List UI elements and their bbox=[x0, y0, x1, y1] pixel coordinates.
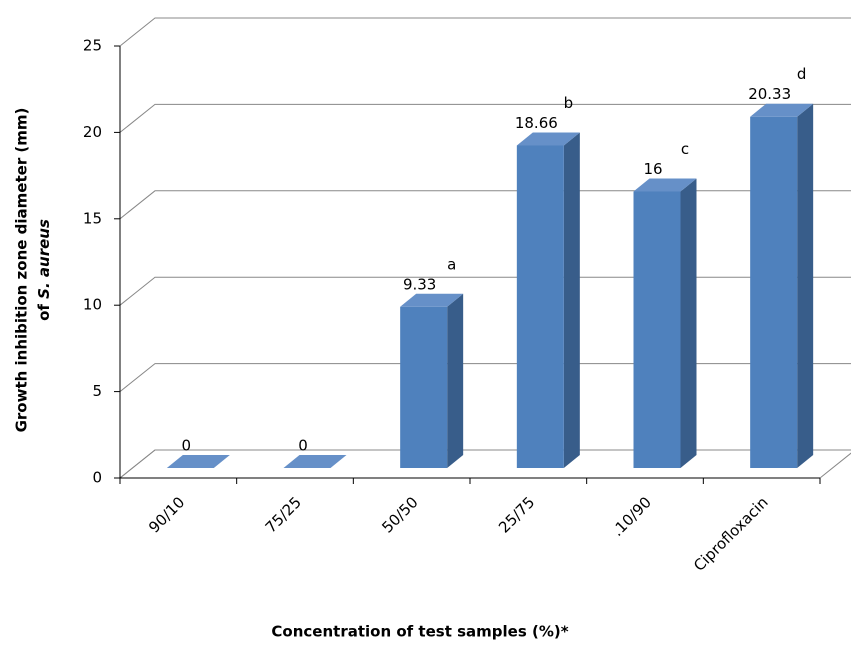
bar-side bbox=[680, 178, 697, 468]
grid-line bbox=[119, 190, 851, 220]
grid-line bbox=[119, 363, 851, 392]
value-label: 18.66 bbox=[515, 114, 558, 132]
value-label: 0 bbox=[182, 437, 192, 455]
y-axis-subtitle-prefix: of bbox=[35, 304, 53, 321]
x-tick-label: .10/90 bbox=[608, 493, 655, 540]
floor bbox=[118, 449, 851, 479]
y-tick-label: 20 bbox=[83, 123, 102, 141]
x-tick-label: Ciprofloxacin bbox=[690, 493, 772, 575]
annotation: c bbox=[681, 140, 689, 158]
annotation: d bbox=[797, 65, 807, 83]
bar-top bbox=[750, 103, 814, 117]
bar bbox=[283, 455, 347, 468]
annotation: b bbox=[564, 94, 574, 112]
y-tick-label: 0 bbox=[92, 469, 102, 487]
bar bbox=[166, 455, 230, 468]
y-tick-label: 5 bbox=[92, 382, 102, 400]
bar-side bbox=[797, 103, 814, 468]
bar-side bbox=[447, 293, 464, 468]
bar-top bbox=[400, 293, 464, 307]
value-label: 20.33 bbox=[748, 85, 791, 103]
y-axis-subtitle: of S. aureus bbox=[35, 219, 53, 321]
bar-top bbox=[283, 455, 347, 468]
annotation: a bbox=[447, 255, 456, 273]
bar bbox=[750, 103, 814, 468]
bar-front bbox=[750, 116, 798, 468]
bar-top bbox=[516, 132, 580, 146]
y-tick-label: 10 bbox=[83, 296, 102, 314]
bar-top bbox=[633, 178, 697, 192]
grid-line bbox=[119, 103, 851, 133]
bar bbox=[633, 178, 697, 468]
bar-front bbox=[516, 145, 564, 468]
value-label: 0 bbox=[298, 437, 308, 455]
bar-front bbox=[400, 306, 448, 468]
bar bbox=[400, 293, 464, 468]
y-axis-title: Growth inhibition zone diameter (mm) bbox=[13, 108, 31, 433]
x-tick-label: 90/10 bbox=[145, 493, 188, 536]
bar bbox=[516, 132, 580, 468]
grid-line bbox=[119, 17, 851, 47]
y-axis-species: S. aureus bbox=[35, 219, 53, 299]
bar-top bbox=[166, 455, 230, 468]
bar-side bbox=[563, 132, 580, 468]
y-tick-label: 15 bbox=[83, 209, 102, 227]
y-tick-label: 25 bbox=[83, 37, 102, 55]
x-axis-title: Concentration of test samples (%)* bbox=[271, 623, 568, 641]
grid-line bbox=[119, 276, 851, 306]
bar-front bbox=[633, 191, 681, 468]
value-label: 9.33 bbox=[403, 275, 436, 293]
x-tick-label: 75/25 bbox=[262, 493, 305, 536]
value-label: 16 bbox=[643, 160, 662, 178]
grid-line bbox=[119, 449, 851, 479]
x-tick-label: 25/75 bbox=[495, 493, 538, 536]
x-tick-label: 50/50 bbox=[378, 493, 421, 536]
